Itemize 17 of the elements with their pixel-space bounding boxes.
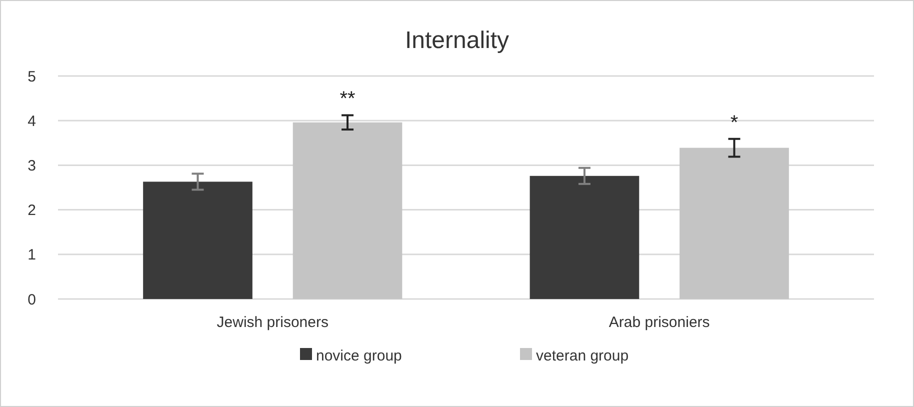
y-tick-label: 5 [28, 68, 36, 86]
y-tick-label: 3 [28, 157, 36, 174]
chart-title: Internality [404, 27, 510, 54]
annotation: * [730, 112, 738, 134]
annotation: ** [340, 88, 356, 110]
y-tick-label: 0 [28, 291, 36, 308]
bar [143, 182, 252, 299]
y-tick-label: 1 [28, 246, 36, 264]
x-tick-label: Jewish prisoners [216, 314, 328, 331]
legend-label: veteran group [536, 347, 629, 364]
y-tick-label: 2 [28, 202, 36, 220]
bar [530, 176, 640, 299]
x-tick-label: Arab prisoniers [608, 314, 710, 331]
bar [292, 122, 402, 299]
y-tick-label: 4 [28, 112, 36, 130]
legend-label: novice group [316, 347, 402, 364]
bar [680, 148, 789, 299]
